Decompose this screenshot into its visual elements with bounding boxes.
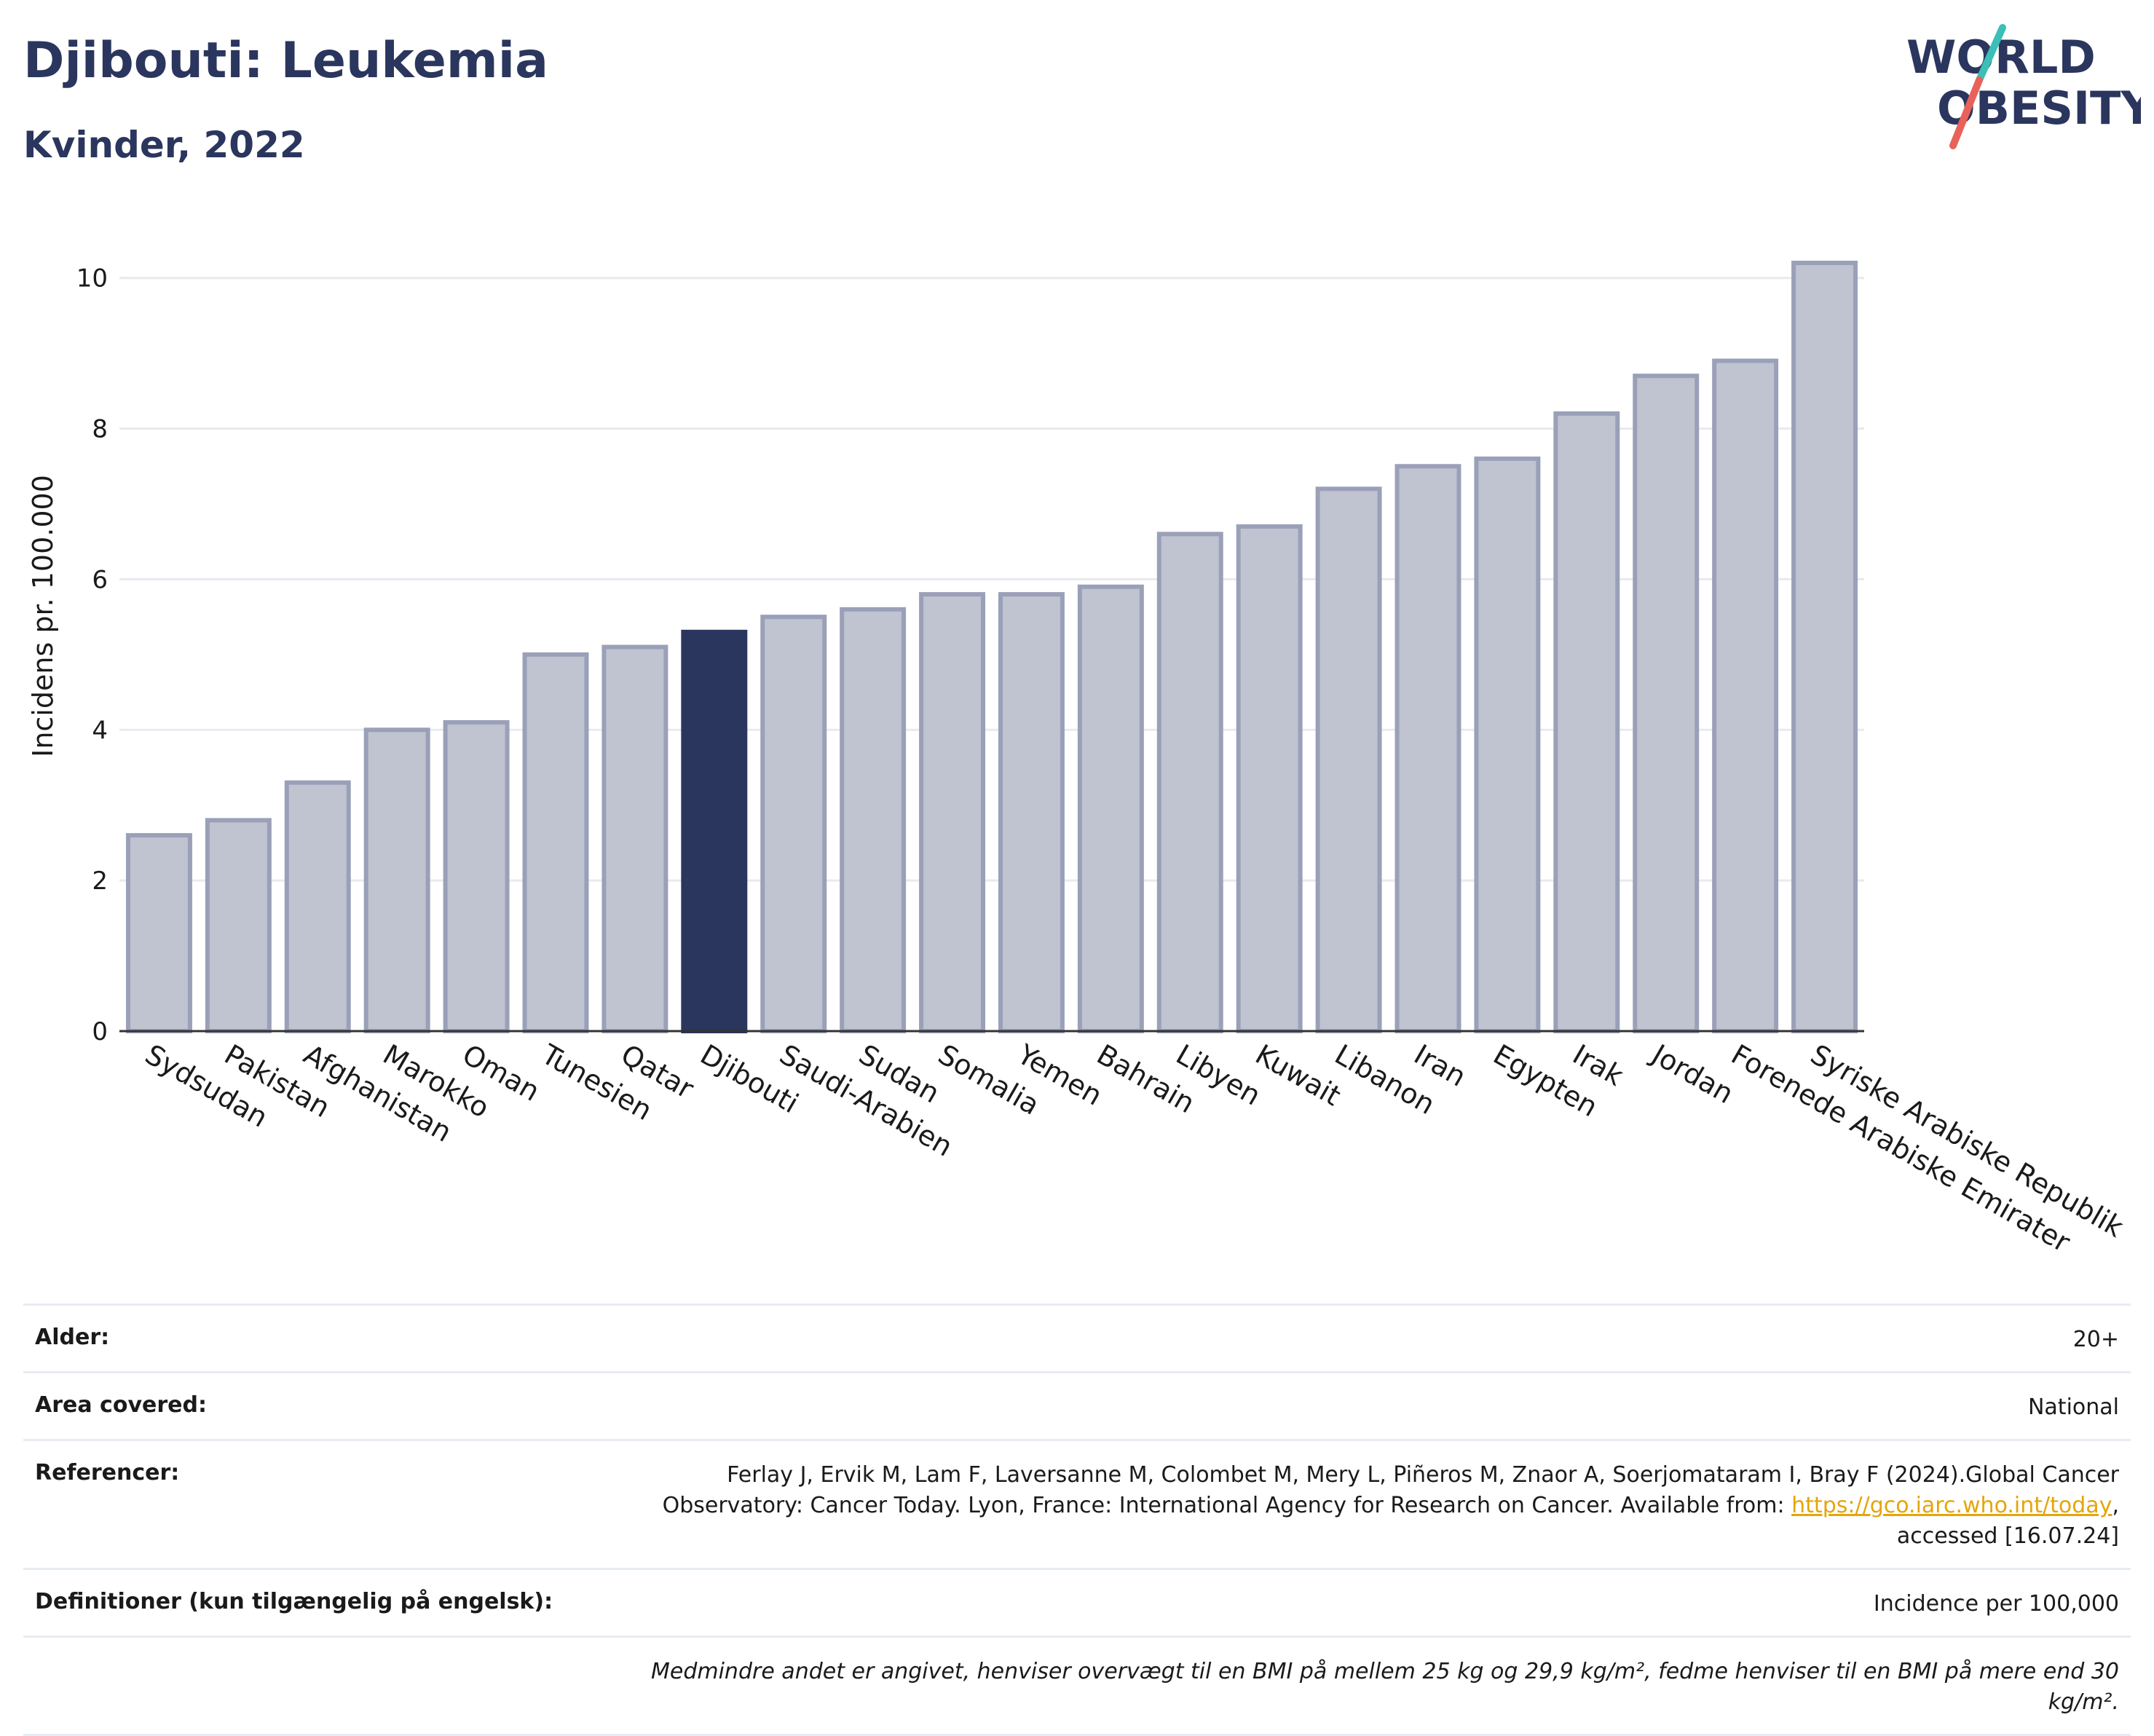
- bar-iran: [1394, 464, 1461, 1033]
- meta-row-area: Area covered: National: [23, 1371, 2131, 1439]
- bar-sudan: [840, 607, 907, 1033]
- y-tick-label: 2: [92, 867, 108, 896]
- y-tick-labels: 0 2 4 6 8 10: [76, 264, 108, 1046]
- y-tick-label: 10: [76, 264, 108, 293]
- meta-ref-text-1: Ferlay J, Ervik M, Lam F, Laversanne M, …: [662, 1462, 2119, 1518]
- metadata-table: Alder: 20+ Area covered: National Refere…: [23, 1303, 2131, 1736]
- meta-row-definitions: Definitioner (kun tilgængelig på engelsk…: [23, 1568, 2131, 1636]
- x-tick-label: Kuwait: [1250, 1038, 1346, 1113]
- y-axis-label: Incidens pr. 100.000: [27, 475, 59, 757]
- x-tick-label: Forenede Arabiske Emirater: [1726, 1038, 2075, 1259]
- bar-egypten: [1474, 456, 1541, 1033]
- meta-age-label: Alder:: [35, 1325, 110, 1350]
- bar-libanon: [1315, 486, 1382, 1033]
- bar-forenede-arabiske-emirater: [1712, 358, 1779, 1033]
- logo-slash-teal: [1976, 24, 2006, 84]
- bar-libyen: [1156, 532, 1223, 1033]
- bar-jordan: [1633, 374, 1700, 1033]
- meta-area-label: Area covered:: [35, 1392, 207, 1418]
- meta-ref-text-2: , accessed [16.07.24]: [1896, 1493, 2119, 1549]
- bar-marokko: [363, 727, 430, 1033]
- bar-chart: 0 2 4 6 8 10 SydsudanPakistanAfghanistanMarok…: [27, 261, 2129, 1259]
- meta-row-age: Alder: 20+: [23, 1303, 2131, 1371]
- bar-kuwait: [1236, 524, 1303, 1033]
- world-obesity-logo: WORLD OBESITY: [1906, 24, 2141, 149]
- bar-tunesien: [522, 652, 589, 1033]
- bar-yemen: [998, 592, 1065, 1033]
- x-tick-label: Jordan: [1645, 1038, 1738, 1110]
- y-tick-label: 0: [92, 1017, 108, 1046]
- chart-title: Djibouti: Leukemia: [23, 32, 548, 90]
- meta-area-value: National: [2027, 1394, 2119, 1420]
- meta-note: Medmindre andet er angivet, henviser ove…: [650, 1659, 2119, 1715]
- bar-djibouti: [681, 629, 748, 1033]
- meta-age-value: 20+: [2072, 1327, 2119, 1352]
- bar-saudi-arabien: [760, 615, 827, 1033]
- y-tick-label: 8: [92, 415, 108, 444]
- bar-qatar: [601, 644, 668, 1033]
- meta-row-references: Referencer: Ferlay J, Ervik M, Lam F, La…: [23, 1439, 2131, 1568]
- chart-subtitle: Kvinder, 2022: [23, 124, 305, 166]
- reference-link[interactable]: https://gco.iarc.who.int/today: [1791, 1493, 2112, 1518]
- y-tick-label: 4: [92, 716, 108, 745]
- bars: [125, 261, 1858, 1034]
- x-tick-label: Syriske Arabiske Republik: [1805, 1038, 2129, 1244]
- bar-afghanistan: [284, 780, 351, 1033]
- bar-irak: [1553, 411, 1620, 1033]
- meta-def-label: Definitioner (kun tilgængelig på engelsk…: [35, 1589, 553, 1614]
- meta-row-note: Medmindre andet er angivet, henviser ove…: [23, 1636, 2131, 1736]
- bar-pakistan: [205, 818, 272, 1034]
- bar-oman: [443, 719, 510, 1033]
- logo-slash-red: [1949, 76, 1983, 149]
- bar-sydsudan: [125, 833, 192, 1033]
- bar-somalia: [919, 592, 986, 1033]
- meta-ref-label: Referencer:: [35, 1460, 180, 1486]
- bar-bahrain: [1077, 584, 1144, 1033]
- meta-ref-value: Ferlay J, Ervik M, Lam F, Laversanne M, …: [590, 1460, 2119, 1552]
- x-tick-labels: SydsudanPakistanAfghanistanMarokkoOmanTu…: [140, 1038, 2129, 1259]
- y-tick-label: 6: [92, 565, 108, 594]
- bar-syriske-arabiske-republik: [1791, 261, 1858, 1033]
- meta-def-value: Incidence per 100,000: [1873, 1591, 2119, 1617]
